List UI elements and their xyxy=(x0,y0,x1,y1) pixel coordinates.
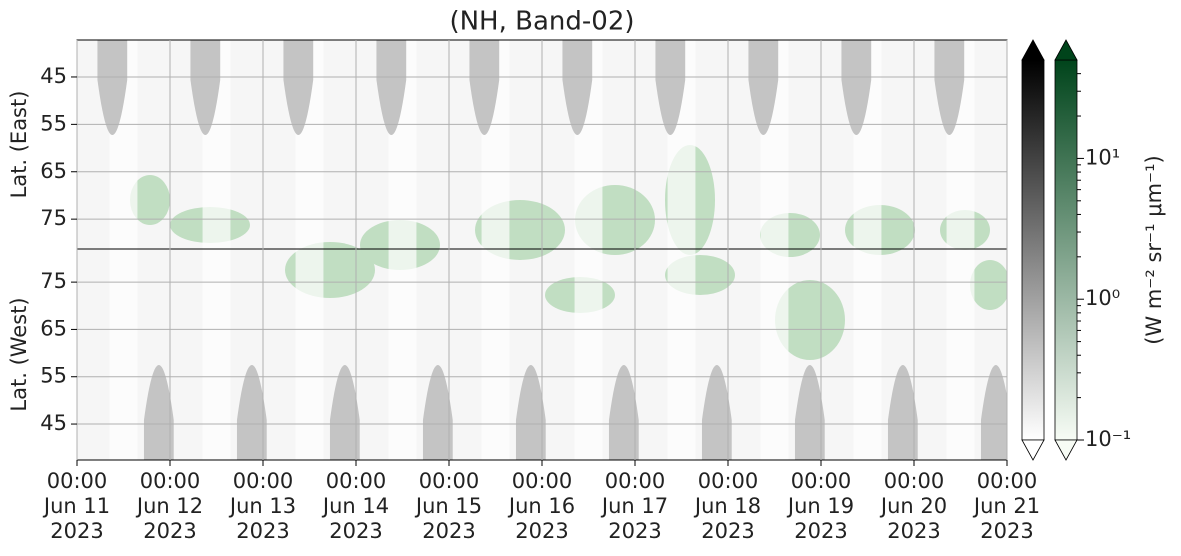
x-tick-label: 2023 xyxy=(701,519,754,543)
day-shape xyxy=(980,365,1007,460)
colorbar-extend-min xyxy=(1021,439,1045,461)
day-shape xyxy=(562,40,593,135)
day-shape xyxy=(887,365,918,460)
y-tick-label: 55 xyxy=(40,364,67,388)
x-tick-label: 2023 xyxy=(515,519,568,543)
day-shape xyxy=(748,40,779,135)
colorbar-extend-min xyxy=(1054,439,1078,461)
x-tick-label: Jun 14 xyxy=(321,494,389,518)
x-tick-label: Jun 16 xyxy=(507,494,575,518)
day-shape xyxy=(143,365,174,460)
day-shape xyxy=(376,40,407,135)
y-tick-label: 45 xyxy=(40,411,67,435)
x-tick-label: 00:00 xyxy=(140,469,201,493)
x-tick-label: 2023 xyxy=(980,519,1033,543)
x-tick-label: Jun 11 xyxy=(42,494,110,518)
x-tick-label: 00:00 xyxy=(233,469,294,493)
x-tick-label: 00:00 xyxy=(977,469,1038,493)
x-tick-label: Jun 21 xyxy=(972,494,1040,518)
x-tick-label: 2023 xyxy=(236,519,289,543)
day-shape xyxy=(701,365,732,460)
day-shape xyxy=(515,365,546,460)
chart-title: (NH, Band-02) xyxy=(449,7,634,37)
y-tick-label: 65 xyxy=(40,316,67,340)
day-shape xyxy=(236,365,267,460)
colorbar-extend-max xyxy=(1054,39,1078,61)
x-tick-label: 00:00 xyxy=(884,469,945,493)
x-tick-label: Jun 12 xyxy=(135,494,203,518)
y-axis-label: Lat. (West) xyxy=(7,297,31,411)
y-tick-label: 65 xyxy=(40,159,67,183)
x-tick-label: 00:00 xyxy=(698,469,759,493)
x-tick-label: Jun 20 xyxy=(879,494,947,518)
day-shape xyxy=(422,365,453,460)
colorbar xyxy=(1021,59,1045,441)
x-tick-label: 2023 xyxy=(329,519,382,543)
x-tick-label: 00:00 xyxy=(326,469,387,493)
x-tick-label: 2023 xyxy=(794,519,847,543)
day-shape xyxy=(841,40,872,135)
day-shape xyxy=(794,365,825,460)
x-tick-label: 2023 xyxy=(608,519,661,543)
x-tick-label: 00:00 xyxy=(419,469,480,493)
x-tick-label: Jun 17 xyxy=(600,494,668,518)
colorbar xyxy=(1054,59,1078,441)
colorbar-extend-max xyxy=(1021,39,1045,61)
colorbar-tick-label: 10¹ xyxy=(1085,145,1120,169)
colorbar-tick-label: 10⁻¹ xyxy=(1085,427,1131,451)
y-tick-label: 75 xyxy=(40,206,67,230)
x-tick-label: 00:00 xyxy=(791,469,852,493)
x-tick-label: 2023 xyxy=(143,519,196,543)
colorbar-label: (W m⁻² sr⁻¹ μm⁻¹) xyxy=(1142,155,1166,345)
y-tick-label: 75 xyxy=(40,269,67,293)
day-shape xyxy=(190,40,221,135)
x-tick-label: Jun 18 xyxy=(693,494,761,518)
x-tick-label: 00:00 xyxy=(47,469,108,493)
x-tick-label: Jun 19 xyxy=(786,494,854,518)
day-shape xyxy=(655,40,686,135)
x-tick-label: 00:00 xyxy=(605,469,666,493)
y-tick-label: 55 xyxy=(40,111,67,135)
x-tick-label: 00:00 xyxy=(512,469,573,493)
x-tick-label: Jun 15 xyxy=(414,494,482,518)
day-shape xyxy=(329,365,360,460)
x-tick-label: 2023 xyxy=(422,519,475,543)
y-tick-label: 45 xyxy=(40,64,67,88)
x-tick-label: 2023 xyxy=(887,519,940,543)
day-shape xyxy=(934,40,965,135)
day-shape xyxy=(469,40,500,135)
y-axis-label: Lat. (East) xyxy=(7,91,31,199)
day-shape xyxy=(97,40,128,135)
colorbar-tick-label: 10⁰ xyxy=(1085,286,1120,310)
x-tick-label: 2023 xyxy=(50,519,103,543)
day-shape xyxy=(283,40,314,135)
day-shape xyxy=(608,365,639,460)
x-tick-label: Jun 13 xyxy=(228,494,296,518)
